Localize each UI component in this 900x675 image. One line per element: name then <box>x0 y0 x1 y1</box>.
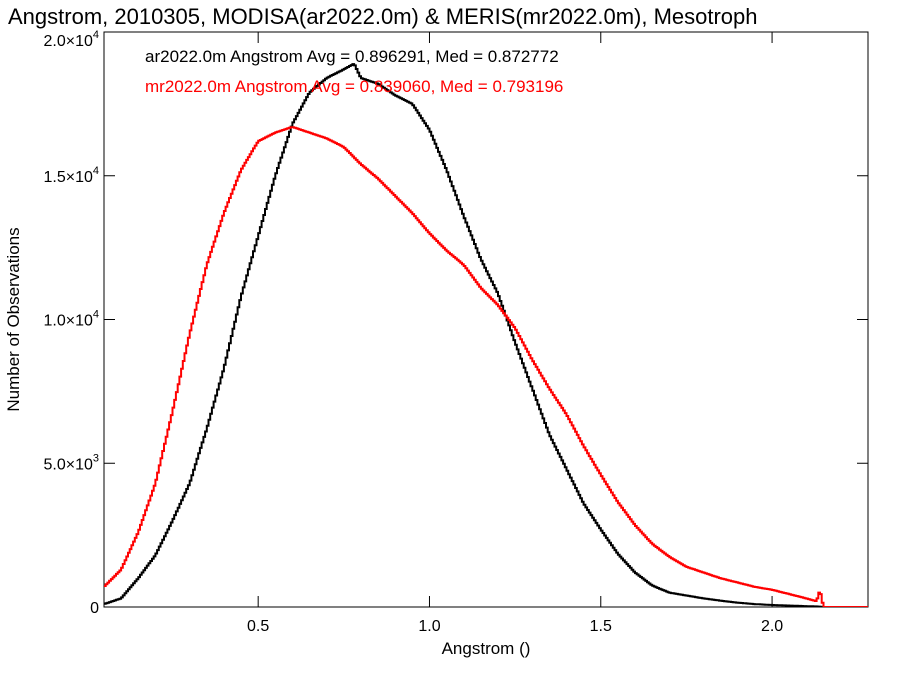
y-tick-label: 2.0×104 <box>43 29 99 50</box>
x-tick-label: 2.0 <box>761 618 783 635</box>
y-axis-label: Number of Observations <box>4 227 23 411</box>
plot-frame <box>103 31 869 608</box>
x-axis-label: Angstrom () <box>442 639 531 658</box>
legend: ar2022.0m Angstrom Avg = 0.896291, Med =… <box>145 47 563 96</box>
series-line-mr2022.0m <box>104 126 868 607</box>
series-line-ar2022.0m <box>104 63 868 607</box>
axis-ticks: 0.5 1.0 1.5 2.0 0 5.0×103 1.0×104 1.5×104 2.0×10… <box>43 29 868 635</box>
x-tick-label: 0.5 <box>247 618 269 635</box>
legend-entry-ar2022.0m: ar2022.0m Angstrom Avg = 0.896291, Med =… <box>145 47 559 66</box>
y-tick-label: 1.5×104 <box>43 165 99 186</box>
x-tick-label: 1.0 <box>418 618 440 635</box>
y-tick-label: 0 <box>90 600 99 617</box>
chart-title: Angstrom, 2010305, MODISA(ar2022.0m) & M… <box>8 4 758 29</box>
y-tick-label: 1.0×104 <box>43 309 99 330</box>
x-tick-label: 1.5 <box>590 618 612 635</box>
y-tick-label: 5.0×103 <box>43 452 99 473</box>
series-group <box>104 63 868 607</box>
legend-entry-mr2022.0m: mr2022.0m Angstrom Avg = 0.839060, Med =… <box>145 77 563 96</box>
